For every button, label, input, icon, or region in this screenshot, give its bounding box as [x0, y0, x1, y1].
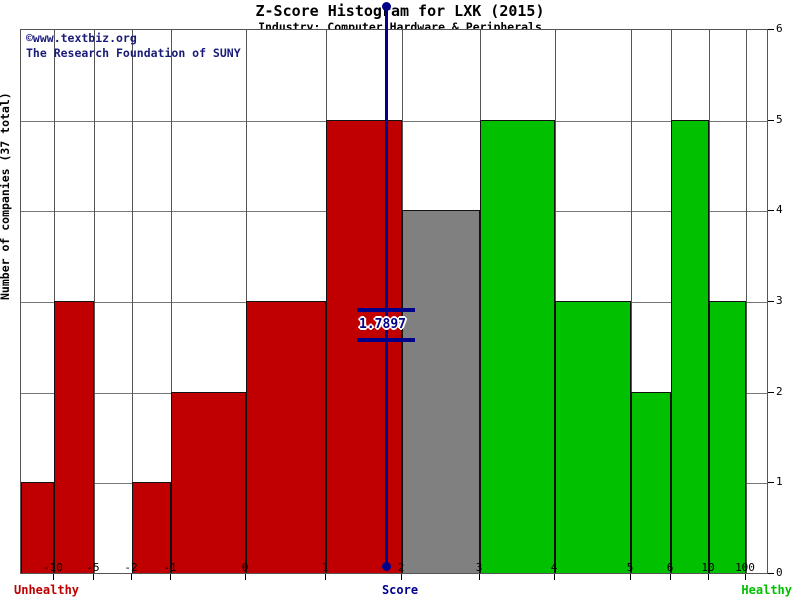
y-tick-5: [768, 120, 774, 121]
x-tick-label-10: 10: [688, 561, 728, 574]
x-tick--10: [53, 574, 54, 580]
x-tick-label--5: -5: [73, 561, 113, 574]
x-tick-label-100: 100: [725, 561, 765, 574]
x-tick-2: [401, 574, 402, 580]
marker-bracket-top: [357, 308, 415, 312]
x-tick-10: [708, 574, 709, 580]
x-tick-100: [745, 574, 746, 580]
watermark: ©www.textbiz.org The Research Foundation…: [26, 31, 241, 61]
marker-value-label: 1.7897: [359, 317, 406, 332]
bar--2..-1: [132, 482, 171, 573]
bar-5..6: [631, 392, 671, 573]
x-tick-3: [479, 574, 480, 580]
bar-<-10: [21, 482, 54, 573]
bar-3..4: [480, 120, 555, 573]
x-axis-title: Score: [0, 583, 800, 597]
y-tick-3: [768, 301, 774, 302]
x-tick--5: [93, 574, 94, 580]
x-tick-label-2: 2: [381, 561, 421, 574]
x-tick-label-3: 3: [459, 561, 499, 574]
x-tick-4: [554, 574, 555, 580]
marker-bracket-bottom: [357, 338, 415, 342]
x-tick-1: [325, 574, 326, 580]
y-tick-label-2: 2: [776, 385, 798, 398]
y-tick-label-5: 5: [776, 113, 798, 126]
healthy-end-label: Healthy: [741, 583, 792, 597]
x-tick--2: [131, 574, 132, 580]
y-tick-label-1: 1: [776, 475, 798, 488]
x-tick-label--1: -1: [150, 561, 190, 574]
chart-title: Z-Score Histogram for LXK (2015): [0, 2, 800, 20]
x-tick-5: [630, 574, 631, 580]
y-tick-label-4: 4: [776, 203, 798, 216]
unhealthy-end-label: Unhealthy: [14, 583, 79, 597]
y-tick-label-0: 0: [776, 566, 798, 579]
bar-10..100: [709, 301, 746, 573]
y-tick-label-6: 6: [776, 22, 798, 35]
marker-line: [385, 6, 388, 568]
bin-divider-2: [94, 30, 95, 573]
y-tick-2: [768, 392, 774, 393]
x-tick-label-6: 6: [650, 561, 690, 574]
y-tick-6: [768, 29, 774, 30]
x-tick-0: [245, 574, 246, 580]
marker-top-dot: [382, 2, 391, 11]
watermark-line-2: The Research Foundation of SUNY: [26, 46, 241, 61]
x-tick-label-0: 0: [225, 561, 265, 574]
x-tick-label--2: -2: [111, 561, 151, 574]
y-tick-4: [768, 210, 774, 211]
bar--10..-5: [54, 301, 94, 573]
bar-6..10: [671, 120, 709, 573]
x-tick--1: [170, 574, 171, 580]
bar-1..2: [326, 120, 402, 573]
bar-0..1: [246, 301, 326, 573]
x-tick-label--10: -10: [33, 561, 73, 574]
x-tick-label-1: 1: [305, 561, 345, 574]
y-tick-0: [768, 573, 774, 574]
bin-divider-13: [746, 30, 747, 573]
y-tick-label-3: 3: [776, 294, 798, 307]
x-tick-label-4: 4: [534, 561, 574, 574]
bar--1..0: [171, 392, 246, 573]
x-tick-label-5: 5: [610, 561, 650, 574]
y-axis-label: Number of companies (37 total): [0, 92, 12, 300]
bar-4..5: [555, 301, 631, 573]
plot-area: 1.7897: [20, 29, 768, 574]
y-tick-1: [768, 482, 774, 483]
x-tick-6: [670, 574, 671, 580]
bar-2..3: [402, 210, 480, 573]
watermark-line-1: ©www.textbiz.org: [26, 31, 241, 46]
